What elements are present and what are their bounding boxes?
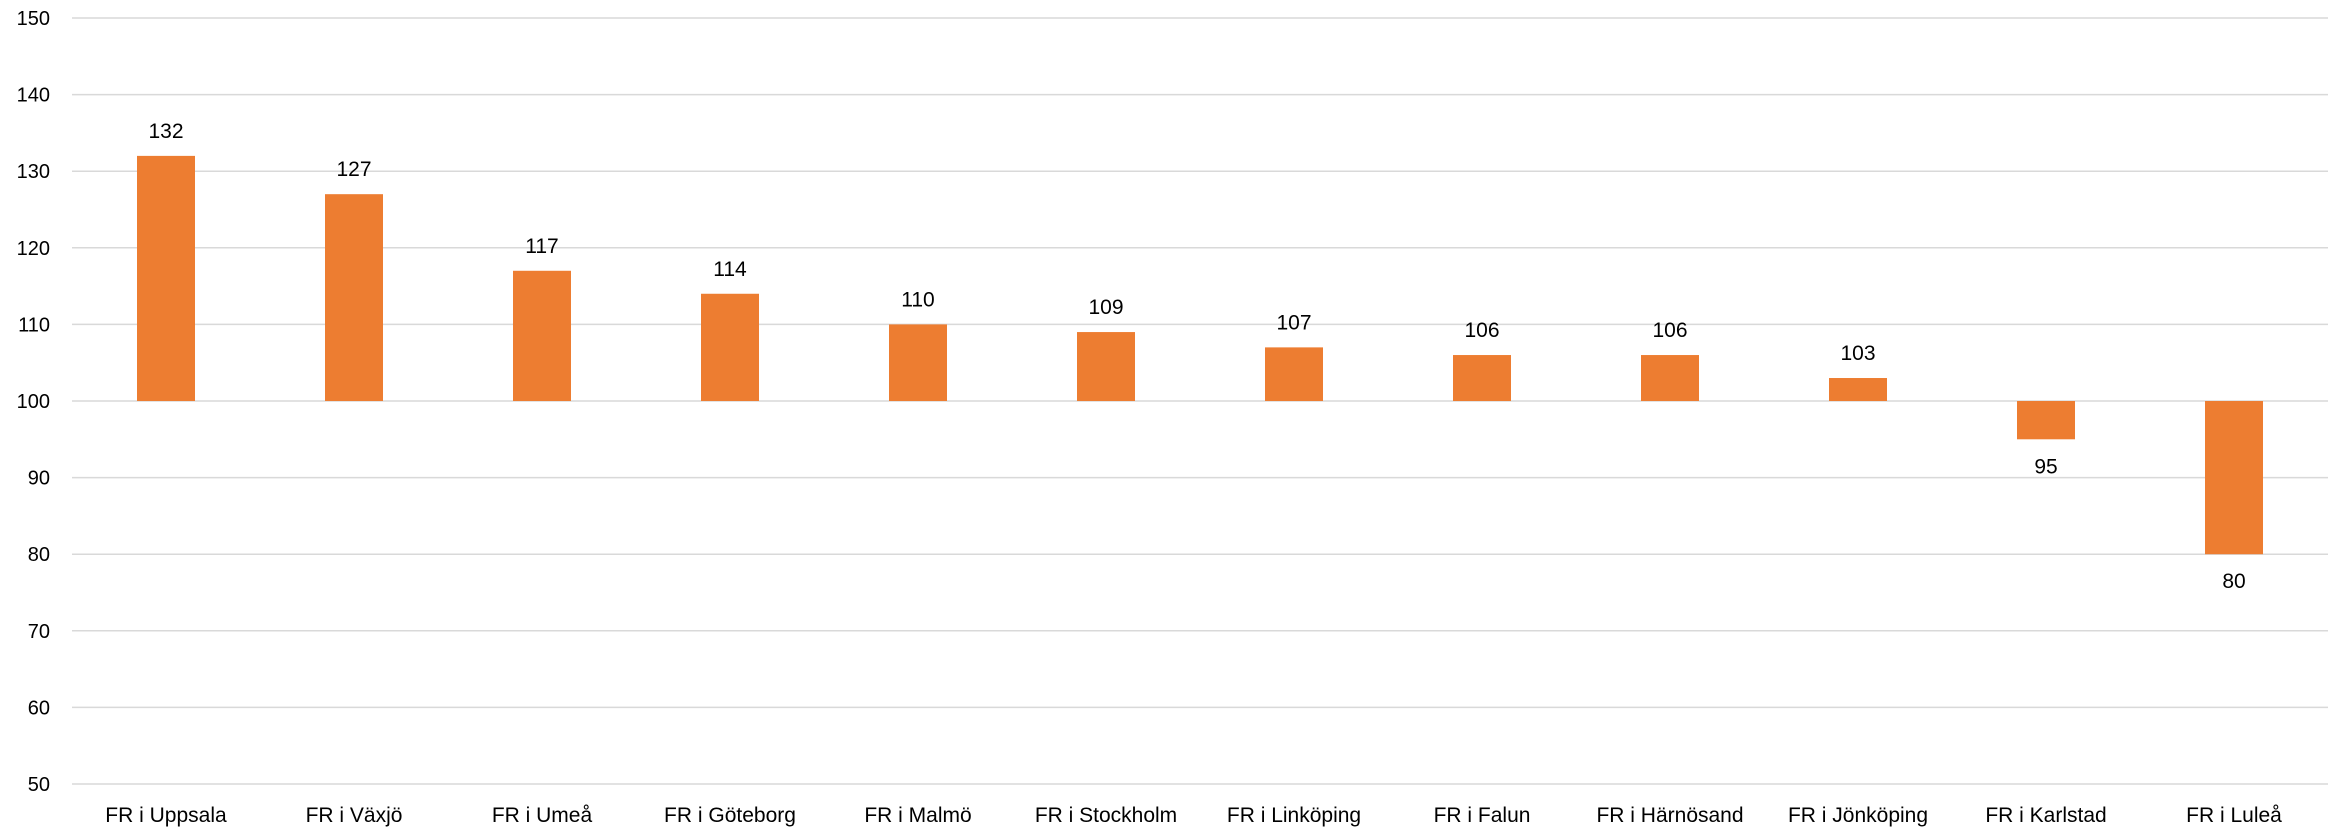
x-tick-label: FR i Falun (1434, 804, 1531, 827)
bar-series (137, 155, 2263, 555)
data-label: 95 (2034, 455, 2057, 478)
bar (1265, 347, 1323, 401)
data-label: 132 (148, 120, 183, 143)
grid-layer (72, 17, 2328, 785)
x-tick-label: FR i Göteborg (664, 804, 796, 827)
y-tick-label: 90 (28, 468, 50, 490)
data-label: 103 (1840, 342, 1875, 365)
data-label: 109 (1088, 296, 1123, 319)
y-tick-label: 50 (28, 774, 50, 796)
bar (1077, 332, 1135, 401)
bar (325, 194, 383, 401)
x-tick-label: FR i Linköping (1227, 804, 1361, 827)
bar (1641, 355, 1699, 401)
y-tick-label: 60 (28, 697, 50, 719)
data-label: 114 (713, 258, 747, 281)
bar (2205, 401, 2263, 555)
x-tick-label: FR i Luleå (2186, 804, 2282, 827)
bar (513, 270, 571, 401)
bar (2017, 401, 2075, 440)
y-tick-label: 70 (28, 621, 50, 643)
data-label: 127 (336, 158, 371, 181)
y-tick-label: 80 (28, 544, 50, 566)
bar (701, 293, 759, 401)
data-label: 106 (1652, 319, 1687, 342)
data-label: 107 (1276, 311, 1311, 334)
y-tick-label: 130 (17, 161, 50, 183)
data-label: 106 (1464, 319, 1499, 342)
x-tick-label: FR i Uppsala (105, 804, 227, 827)
x-tick-label: FR i Malmö (864, 804, 971, 827)
data-label: 80 (2222, 570, 2245, 593)
y-tick-label: 140 (17, 85, 50, 107)
x-tick-label: FR i Härnösand (1596, 804, 1743, 827)
x-tick-label: FR i Stockholm (1035, 804, 1177, 827)
y-tick-label: 120 (17, 238, 50, 260)
x-tick-label: FR i Växjö (306, 804, 403, 827)
y-tick-label: 150 (17, 8, 50, 30)
bar (1453, 355, 1511, 401)
bar (137, 155, 195, 401)
x-tick-label: FR i Jönköping (1788, 804, 1928, 827)
bar (1829, 378, 1887, 401)
y-tick-label: 100 (17, 391, 50, 413)
data-label: 110 (901, 288, 934, 311)
x-axis: FR i Uppsala FR i Växjö FR i Umeå FR i Göte… (105, 804, 2282, 827)
y-axis: 50 60 70 80 90 100 110 120 130 140 150 (17, 8, 50, 796)
x-tick-label: FR i Umeå (492, 804, 593, 827)
x-tick-label: FR i Karlstad (1985, 804, 2106, 827)
bar (889, 324, 947, 401)
data-label: 117 (525, 235, 558, 258)
data-labels: 132 127 117 114 110 109 107 106 106 103 95 80 (148, 120, 2245, 593)
y-tick-label: 110 (18, 314, 50, 336)
